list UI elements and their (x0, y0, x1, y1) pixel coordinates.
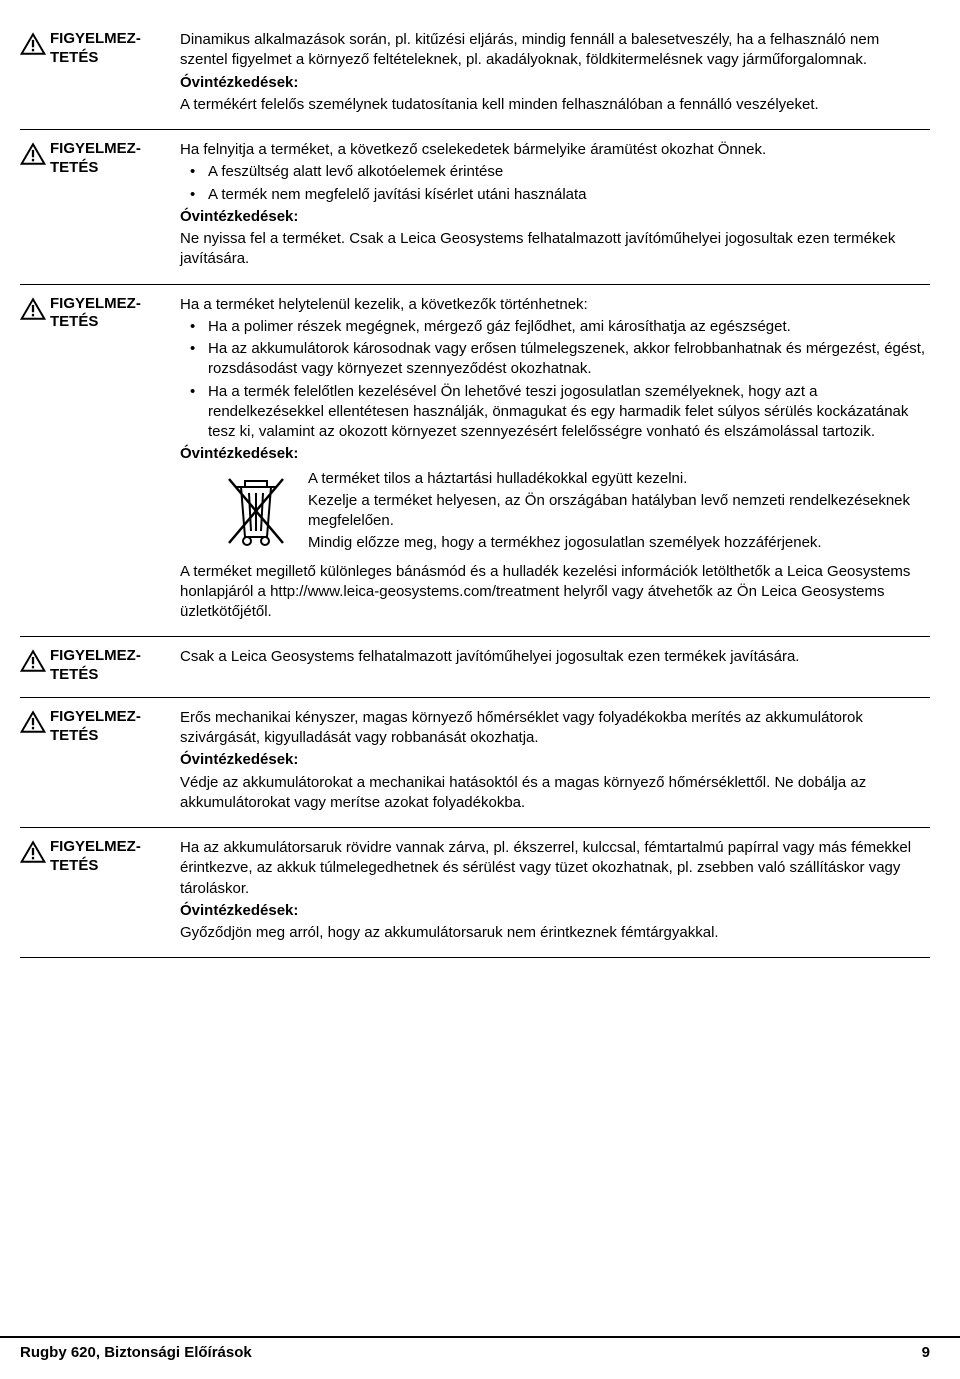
footer-title: Rugby 620, Biztonsági Előírások (20, 1344, 252, 1361)
label-line1: FIGYELMEZ- (50, 30, 141, 47)
disposal-line: A terméket tilos a háztartási hulladékok… (308, 469, 930, 489)
precautions-text: Ne nyissa fel a terméket. Csak a Leica G… (180, 229, 930, 270)
label-line2: TETÉS (50, 727, 98, 744)
warning-section: FIGYELMEZ- TETÉS Ha az akkumulátorsaruk … (20, 828, 930, 958)
warning-label-col: FIGYELMEZ- TETÉS (20, 647, 180, 685)
label-line1: FIGYELMEZ- (50, 295, 141, 312)
warning-body: Dinamikus alkalmazások során, pl. kitűzé… (180, 30, 930, 117)
warning-body: Ha az akkumulátorsaruk rövidre vannak zá… (180, 838, 930, 945)
page-footer: Rugby 620, Biztonsági Előírások 9 (0, 1336, 960, 1361)
precautions-label: Óvintézkedések: (180, 207, 930, 227)
label-line2: TETÉS (50, 666, 98, 683)
label-line2: TETÉS (50, 313, 98, 330)
list-item: Ha az akkumulátorok károsodnak vagy erős… (208, 339, 930, 380)
disposal-line: Mindig előzze meg, hogy a termékhez jogo… (308, 533, 930, 553)
bullet-list: Ha a polimer részek megégnek, mérgező gá… (180, 317, 930, 443)
warning-triangle-icon (20, 297, 46, 321)
warning-triangle-icon (20, 32, 46, 56)
warning-body: Ha a terméket helytelenül kezelik, a köv… (180, 295, 930, 625)
list-item: Ha a polimer részek megégnek, mérgező gá… (208, 317, 930, 337)
warning-label: FIGYELMEZ- TETÉS (50, 140, 141, 178)
precautions-text: Védje az akkumulátorokat a mechanikai ha… (180, 773, 930, 814)
warning-label-col: FIGYELMEZ- TETÉS (20, 295, 180, 333)
label-line2: TETÉS (50, 49, 98, 66)
warning-body: Ha felnyitja a terméket, a következő cse… (180, 140, 930, 272)
paragraph: Csak a Leica Geosystems felhatalmazott j… (180, 647, 930, 667)
label-line1: FIGYELMEZ- (50, 647, 141, 664)
label-line1: FIGYELMEZ- (50, 140, 141, 157)
precautions-label: Óvintézkedések: (180, 750, 930, 770)
warning-section: FIGYELMEZ- TETÉS Csak a Leica Geosystems… (20, 637, 930, 698)
disposal-row: A terméket tilos a háztartási hulladékok… (180, 469, 930, 556)
warning-label: FIGYELMEZ- TETÉS (50, 838, 141, 876)
warning-label-col: FIGYELMEZ- TETÉS (20, 30, 180, 68)
warning-body: Erős mechanikai kényszer, magas környező… (180, 708, 930, 815)
paragraph: Erős mechanikai kényszer, magas környező… (180, 708, 930, 749)
precautions-text: Győződjön meg arról, hogy az akkumulátor… (180, 923, 930, 943)
paragraph: Ha az akkumulátorsaruk rövidre vannak zá… (180, 838, 930, 899)
page: FIGYELMEZ- TETÉS Dinamikus alkalmazások … (0, 0, 960, 1379)
paragraph: Ha a terméket helytelenül kezelik, a köv… (180, 295, 930, 315)
warning-body: Csak a Leica Geosystems felhatalmazott j… (180, 647, 930, 669)
paragraph: Dinamikus alkalmazások során, pl. kitűzé… (180, 30, 930, 71)
warning-triangle-icon (20, 142, 46, 166)
precautions-label: Óvintézkedések: (180, 901, 930, 921)
warning-label-col: FIGYELMEZ- TETÉS (20, 838, 180, 876)
warning-label-col: FIGYELMEZ- TETÉS (20, 140, 180, 178)
warning-triangle-icon (20, 649, 46, 673)
precautions-label: Óvintézkedések: (180, 73, 930, 93)
list-item: A termék nem megfelelő javítási kísérlet… (208, 185, 930, 205)
warning-section: FIGYELMEZ- TETÉS Ha felnyitja a terméket… (20, 130, 930, 285)
list-item: A feszültség alatt levő alkotóelemek éri… (208, 162, 930, 182)
bullet-list: A feszültség alatt levő alkotóelemek éri… (180, 162, 930, 205)
warning-section: FIGYELMEZ- TETÉS Dinamikus alkalmazások … (20, 20, 930, 130)
precautions-label: Óvintézkedések: (180, 444, 930, 464)
paragraph: Ha felnyitja a terméket, a következő cse… (180, 140, 930, 160)
disposal-line: Kezelje a terméket helyesen, az Ön orszá… (308, 491, 930, 532)
warning-label: FIGYELMEZ- TETÉS (50, 30, 141, 68)
crossed-bin-icon (220, 469, 292, 549)
warning-triangle-icon (20, 710, 46, 734)
footer-page-number: 9 (922, 1344, 930, 1361)
label-line2: TETÉS (50, 159, 98, 176)
warning-label: FIGYELMEZ- TETÉS (50, 295, 141, 333)
list-item: Ha a termék felelőtlen kezelésével Ön le… (208, 382, 930, 443)
warning-label-col: FIGYELMEZ- TETÉS (20, 708, 180, 746)
warning-label: FIGYELMEZ- TETÉS (50, 708, 141, 746)
warning-triangle-icon (20, 840, 46, 864)
label-line1: FIGYELMEZ- (50, 838, 141, 855)
warning-section: FIGYELMEZ- TETÉS Ha a terméket helytelen… (20, 285, 930, 638)
warning-label: FIGYELMEZ- TETÉS (50, 647, 141, 685)
warning-section: FIGYELMEZ- TETÉS Erős mechanikai kénysze… (20, 698, 930, 828)
paragraph: A terméket megillető különleges bánásmód… (180, 562, 930, 623)
label-line2: TETÉS (50, 857, 98, 874)
precautions-text: A termékért felelős személynek tudatosít… (180, 95, 930, 115)
disposal-text: A terméket tilos a háztartási hulladékok… (308, 469, 930, 556)
label-line1: FIGYELMEZ- (50, 708, 141, 725)
